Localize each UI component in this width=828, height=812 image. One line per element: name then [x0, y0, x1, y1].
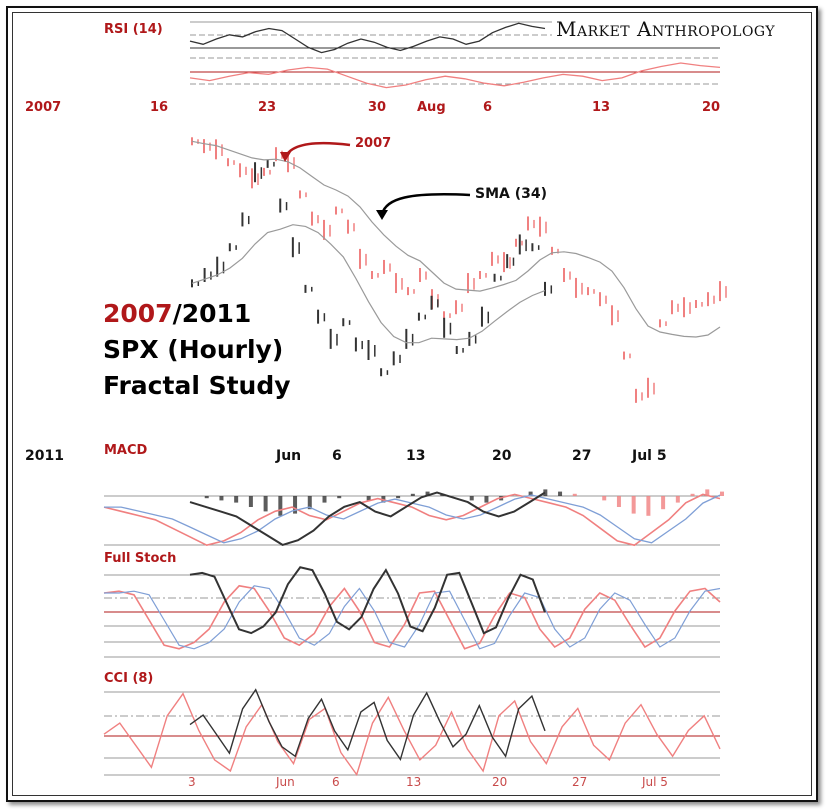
study-line-2: SPX (Hourly) — [103, 335, 284, 364]
x-tick-2007: 30 — [368, 100, 386, 115]
macd-histogram-bar — [425, 491, 430, 496]
macd-histogram-bar — [528, 491, 533, 496]
macd-histogram-bar — [204, 496, 209, 499]
stoch-label: Full Stoch — [104, 551, 176, 566]
macd-histogram-bar — [572, 493, 577, 496]
rsi-label: RSI (14) — [104, 22, 163, 37]
annotation-sma: SMA (34) — [475, 186, 547, 202]
macd-histogram-bar — [293, 496, 298, 514]
x-tick-2011: Jun — [275, 448, 301, 464]
x-tick-2011: 27 — [572, 448, 591, 464]
x-tick-2007: Aug — [417, 100, 446, 115]
annotation-2007: 2007 — [355, 136, 391, 151]
cci-line-2007 — [103, 692, 721, 777]
rsi-line-2007 — [189, 62, 721, 89]
macd-histogram-bar — [396, 496, 401, 499]
macd-histogram-bar — [646, 496, 651, 516]
cci-x-tick: Jun — [275, 775, 295, 789]
stoch-line-2007 — [103, 584, 721, 650]
x-tick-2007: 13 — [592, 100, 610, 115]
x-tick-2011: 20 — [492, 448, 512, 464]
macd-histogram-bar — [484, 496, 489, 503]
macd-histogram-bar — [602, 496, 607, 501]
macd-histogram-bar — [469, 496, 474, 501]
macd-histogram-bar — [322, 496, 327, 503]
study-line-3: Fractal Study — [103, 371, 291, 400]
brand-title: Market Anthropology — [552, 17, 780, 41]
x-tick-2011: 6 — [332, 448, 342, 464]
macd-histogram-bar — [366, 496, 371, 501]
arrow-2007 — [283, 141, 351, 159]
arrow-sma — [380, 193, 471, 216]
macd-histogram-bar — [616, 496, 621, 507]
macd-histogram-bar — [558, 491, 563, 496]
x-tick-2007: 6 — [483, 100, 492, 115]
cci-x-tick: Jul 5 — [641, 775, 668, 789]
arrow-head-sma — [376, 210, 388, 220]
study-year-2007: 2007 — [103, 299, 173, 328]
macd-histogram-bar — [248, 496, 253, 507]
arrow-head-2007 — [280, 152, 291, 162]
x-tick-2007: 23 — [258, 100, 276, 115]
macd-line — [103, 493, 721, 547]
x-tick-2007: 16 — [150, 100, 168, 115]
outer-frame — [6, 6, 818, 802]
cci-x-tick: 3 — [188, 775, 196, 789]
inner-frame — [12, 12, 812, 796]
x-tick-2011: Jul 5 — [631, 448, 667, 464]
cci-x-tick: 20 — [492, 775, 507, 789]
study-year-2011: /2011 — [172, 299, 252, 328]
cci-x-tick: 27 — [572, 775, 587, 789]
macd-histogram-bar — [278, 496, 283, 516]
macd-histogram-bar — [661, 496, 666, 510]
macd-histogram-bar — [675, 496, 680, 503]
macd-histogram-bar — [631, 496, 636, 514]
macd-histogram-bar — [337, 496, 342, 499]
x-tick-2011: 13 — [406, 448, 425, 464]
macd-histogram-bar — [410, 493, 415, 496]
macd-histogram-bar — [234, 496, 239, 503]
cci-x-tick: 13 — [406, 775, 421, 789]
cci-label: CCI (8) — [104, 671, 153, 686]
sma-line-2007 — [191, 140, 721, 338]
study-title: 2007/2011 SPX (Hourly) Fractal Study — [103, 296, 291, 404]
macd-histogram-bar — [690, 493, 695, 496]
x-tick-2007: 20 — [702, 100, 720, 115]
macd-histogram-bar — [705, 489, 710, 496]
macd-histogram-bar — [543, 489, 548, 496]
stoch-signal — [104, 585, 721, 650]
macd-histogram-bar — [720, 491, 724, 496]
cci-x-tick: 6 — [332, 775, 340, 789]
year-label-2011: 2011 — [25, 448, 64, 464]
macd-label: MACD — [104, 443, 148, 458]
sma-line-2011 — [191, 224, 546, 344]
year-label-2007: 2007 — [25, 100, 61, 115]
macd-histogram-bar — [307, 496, 312, 510]
cci-line-2011 — [189, 688, 546, 761]
rsi-line-2011 — [189, 22, 546, 54]
macd-line-2011 — [189, 491, 546, 546]
macd-histogram-bar — [263, 496, 268, 512]
macd-histogram-bar — [219, 496, 224, 501]
stoch-line-2011 — [189, 566, 546, 635]
